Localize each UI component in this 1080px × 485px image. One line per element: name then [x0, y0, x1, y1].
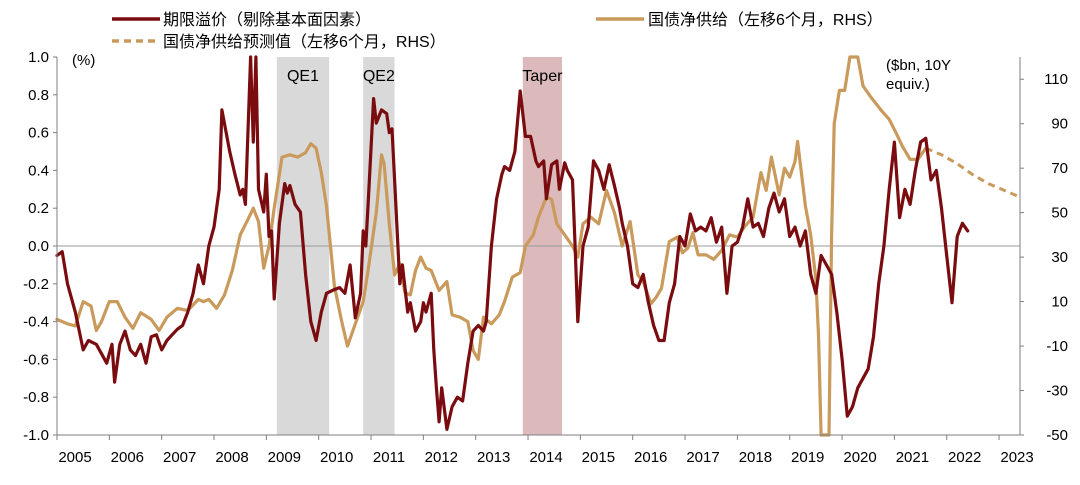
x-axis-tick-label: 2014	[529, 449, 562, 466]
band-label-qe2: QE2	[363, 68, 395, 85]
left-axis-tick-label: -0.2	[23, 276, 49, 293]
right-axis-unit-label: ($bn, 10Y equiv.)	[886, 57, 951, 93]
right-axis-tick-label: 10	[1051, 294, 1068, 311]
x-axis-tick-label: 2016	[634, 449, 667, 466]
x-axis-tick-label: 2022	[948, 449, 981, 466]
left-axis-tick-label: -0.8	[23, 389, 49, 406]
x-axis-tick-label: 2005	[58, 449, 91, 466]
legend-label-term-premium: 期限溢价（剔除基本面因素）	[163, 11, 371, 29]
right-axis-tick-label: 30	[1051, 249, 1068, 266]
x-axis-tick-label: 2010	[320, 449, 353, 466]
legend-label-supply: 国债净供给（左移6个月，RHS）	[648, 11, 883, 29]
series-net-supply-forecast	[925, 146, 1021, 199]
x-axis-tick-label: 2019	[791, 449, 824, 466]
x-axis-tick-label: 2018	[739, 449, 772, 466]
series-term-premium	[55, 55, 970, 431]
left-axis-tick-label: 0.2	[28, 200, 49, 217]
left-axis-tick-label: -0.6	[23, 351, 49, 368]
x-axis-tick-label: 2013	[477, 449, 510, 466]
left-axis-tick-label: -0.4	[23, 314, 49, 331]
left-axis-tick-label: 1.0	[28, 49, 49, 66]
x-axis-tick-label: 2011	[373, 449, 405, 466]
x-axis-tick-label: 2007	[163, 449, 196, 466]
right-axis-tick-label: -50	[1046, 427, 1068, 444]
left-axis-tick-label: 0.0	[28, 238, 49, 255]
left-axis-tick-label: 0.8	[28, 87, 49, 104]
x-axis-tick-label: 2017	[686, 449, 719, 466]
x-axis-tick-label: 2023	[1000, 449, 1033, 466]
right-axis-tick-label: 50	[1051, 205, 1068, 222]
left-axis-tick-label: 0.4	[28, 162, 49, 179]
series-net-supply	[55, 55, 928, 437]
x-axis-tick-label: 2006	[111, 449, 144, 466]
x-axis-tick-label: 2008	[215, 449, 248, 466]
x-axis-tick-label: 2020	[843, 449, 876, 466]
legend: 期限溢价（剔除基本面因素） 国债净供给（左移6个月，RHS） 国债净供给预测值（左移…	[112, 11, 883, 51]
axes: 1.0 0.8 0.6 0.4 0.2 0.0 -0.2 -0.4 -0.6 -0.8 -1.0 11…	[23, 49, 1068, 466]
legend-label-supply-forecast: 国债净供给预测值（左移6个月，RHS）	[163, 33, 446, 51]
x-axis-tick-label: 2015	[582, 449, 615, 466]
x-axis-tick-label: 2009	[268, 449, 301, 466]
right-axis-tick-label: 110	[1044, 71, 1068, 88]
x-axis-tick-label: 2021	[896, 449, 929, 466]
right-axis-tick-label: -30	[1046, 383, 1068, 400]
right-axis-tick-label: 90	[1051, 116, 1068, 133]
x-axis-tick-label: 2012	[425, 449, 458, 466]
left-axis-tick-label: 0.6	[28, 125, 49, 142]
right-axis-tick-label: -10	[1046, 338, 1068, 355]
band-label-qe1: QE1	[287, 68, 319, 85]
left-axis-tick-label: -1.0	[23, 427, 49, 444]
band-label-taper: Taper	[522, 68, 563, 85]
series-layer	[55, 55, 1021, 437]
right-axis-tick-label: 70	[1051, 160, 1068, 177]
left-axis-unit-label: (%)	[72, 52, 95, 69]
